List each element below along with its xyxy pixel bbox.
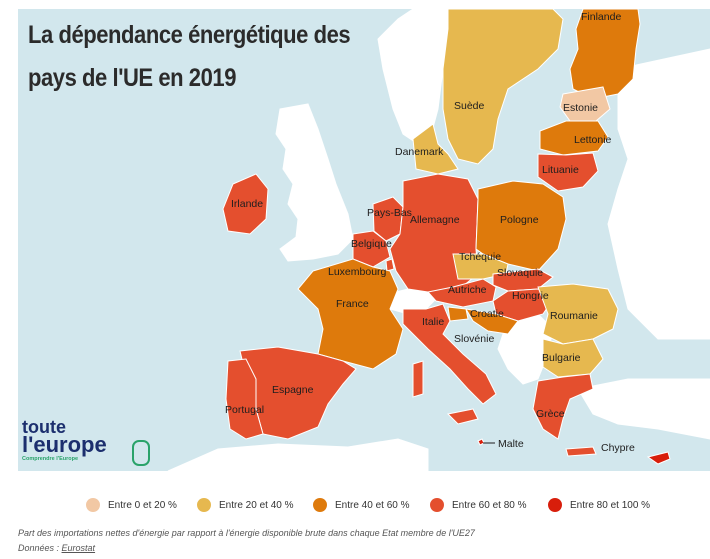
country-slovenie[interactable]: [447, 306, 469, 322]
label-portugal: Portugal: [225, 404, 264, 416]
logo-line-2: l'europe: [22, 432, 107, 457]
country-danemark[interactable]: [412, 123, 459, 175]
label-luxembourg: Luxembourg: [328, 266, 387, 278]
label-malte: Malte: [498, 438, 524, 450]
label-pays-bas: Pays-Bas: [367, 207, 412, 219]
label-irlande: Irlande: [231, 198, 263, 210]
legend-swatch: [548, 498, 562, 512]
legend: Entre 0 et 20 % Entre 20 et 40 % Entre 4…: [0, 498, 710, 516]
legend-label: Entre 20 et 40 %: [219, 499, 294, 511]
country-portugal[interactable]: [225, 358, 264, 440]
country-malte[interactable]: [477, 438, 485, 446]
label-france: France: [336, 298, 369, 310]
country-croatie[interactable]: [465, 308, 519, 335]
map: Finlande Suède Estonie Lettonie Danemark…: [18, 9, 710, 471]
label-belgique: Belgique: [351, 238, 392, 250]
label-grece: Grèce: [536, 408, 565, 420]
legend-label: Entre 40 et 60 %: [335, 499, 410, 511]
label-roumanie: Roumanie: [550, 310, 598, 322]
country-autriche[interactable]: [427, 278, 497, 308]
country-france[interactable]: [297, 258, 404, 370]
country-lettonie[interactable]: [539, 120, 609, 156]
country-grece[interactable]: [532, 373, 594, 440]
legend-label: Entre 80 et 100 %: [570, 499, 651, 511]
label-tchequie: Tchéquie: [459, 251, 501, 263]
logo-line-1: toute: [22, 417, 66, 437]
eu-countries: [222, 9, 671, 465]
source-line: Données : Eurostat: [18, 543, 95, 553]
label-finlande: Finlande: [581, 11, 621, 23]
label-lituanie: Lituanie: [542, 164, 579, 176]
label-espagne: Espagne: [272, 384, 314, 396]
country-roumanie[interactable]: [537, 283, 619, 345]
legend-swatch: [197, 498, 211, 512]
legend-label: Entre 60 et 80 %: [452, 499, 527, 511]
label-slovaquie: Slovaquie: [497, 267, 543, 279]
label-chypre: Chypre: [601, 442, 635, 454]
legend-swatch: [430, 498, 444, 512]
page-title-line-2: pays de l'UE en 2019: [28, 64, 236, 92]
label-estonie: Estonie: [563, 102, 598, 114]
country-pologne[interactable]: [475, 180, 567, 272]
country-irlande[interactable]: [222, 173, 269, 235]
legend-item-20-40: Entre 20 et 40 %: [197, 498, 294, 512]
legend-label: Entre 0 et 20 %: [108, 499, 177, 511]
country-crete[interactable]: [565, 446, 597, 457]
country-labels: Finlande Suède Estonie Lettonie Danemark…: [225, 11, 635, 454]
source-link[interactable]: Eurostat: [61, 543, 96, 553]
label-allemagne: Allemagne: [410, 214, 460, 226]
legend-swatch: [313, 498, 327, 512]
label-suede: Suède: [454, 100, 485, 112]
label-danemark: Danemark: [395, 146, 444, 158]
country-bulgarie[interactable]: [542, 338, 604, 378]
label-pologne: Pologne: [500, 214, 539, 226]
label-italie: Italie: [422, 316, 444, 328]
page-title-line-1: La dépendance énergétique des: [28, 21, 351, 49]
country-luxembourg[interactable]: [385, 258, 395, 272]
label-bulgarie: Bulgarie: [542, 352, 581, 364]
label-lettonie: Lettonie: [574, 134, 612, 146]
legend-swatch: [86, 498, 100, 512]
label-hongrie: Hongrie: [512, 290, 549, 302]
country-sicile[interactable]: [446, 408, 479, 425]
legend-item-80-100: Entre 80 et 100 %: [548, 498, 650, 512]
toute-leurope-logo: toute l'europe Comprendre l'Europe: [22, 417, 150, 466]
country-lituanie[interactable]: [537, 152, 599, 192]
eu-badge-icon: [132, 440, 150, 466]
non-eu-land: [167, 9, 710, 471]
source-prefix: Données :: [18, 543, 62, 553]
legend-item-0-20: Entre 0 et 20 %: [86, 498, 177, 512]
map-canvas: Finlande Suède Estonie Lettonie Danemark…: [167, 9, 710, 471]
country-italie[interactable]: [402, 303, 497, 405]
label-croatie: Croatie: [470, 308, 504, 320]
country-suede[interactable]: [442, 9, 564, 165]
footnote: Part des importations nettes d'énergie p…: [18, 528, 475, 538]
country-chypre[interactable]: [646, 451, 671, 465]
logo-tagline: Comprendre l'Europe: [22, 456, 79, 462]
legend-item-60-80: Entre 60 et 80 %: [430, 498, 527, 512]
legend-item-40-60: Entre 40 et 60 %: [313, 498, 410, 512]
country-sardaigne[interactable]: [412, 360, 424, 398]
label-slovenie: Slovénie: [454, 333, 494, 345]
label-autriche: Autriche: [448, 284, 487, 296]
